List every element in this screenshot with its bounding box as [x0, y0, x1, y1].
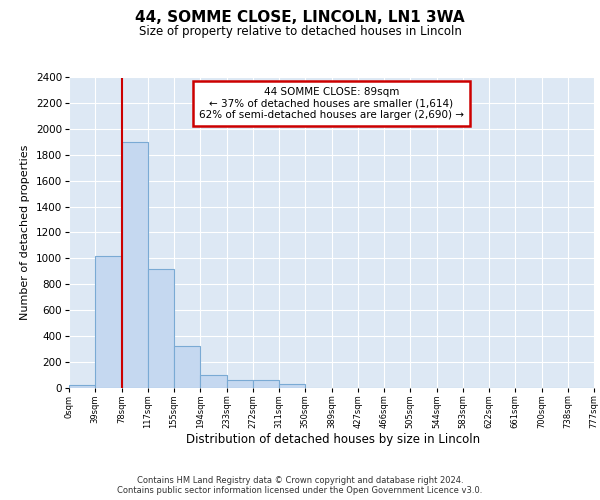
Bar	[95, 256, 121, 388]
Text: Size of property relative to detached houses in Lincoln: Size of property relative to detached ho…	[139, 25, 461, 38]
Bar	[279, 384, 305, 388]
Text: Distribution of detached houses by size in Lincoln: Distribution of detached houses by size …	[186, 432, 480, 446]
Bar	[174, 346, 200, 388]
Bar	[148, 268, 174, 388]
Text: Contains HM Land Registry data © Crown copyright and database right 2024.
Contai: Contains HM Land Registry data © Crown c…	[118, 476, 482, 495]
Bar	[200, 374, 227, 388]
Text: 44, SOMME CLOSE, LINCOLN, LN1 3WA: 44, SOMME CLOSE, LINCOLN, LN1 3WA	[135, 10, 465, 25]
Bar	[69, 385, 95, 388]
Text: 44 SOMME CLOSE: 89sqm
← 37% of detached houses are smaller (1,614)
62% of semi-d: 44 SOMME CLOSE: 89sqm ← 37% of detached …	[199, 87, 464, 120]
Bar	[121, 142, 148, 388]
Bar	[227, 380, 253, 388]
Bar	[253, 380, 279, 388]
Y-axis label: Number of detached properties: Number of detached properties	[20, 145, 30, 320]
